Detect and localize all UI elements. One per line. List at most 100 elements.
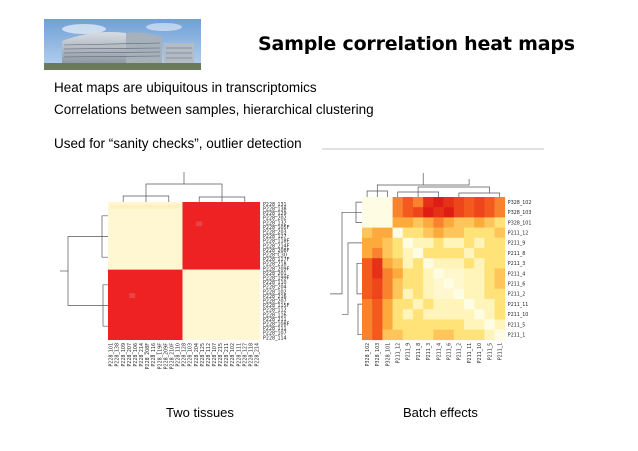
heatmap-cell — [433, 227, 444, 239]
heatmap-cell — [382, 227, 393, 239]
col-label: P228_112 — [206, 343, 212, 367]
heatmap-cell — [402, 237, 414, 249]
col-label: P211_11 — [467, 343, 473, 364]
heatmap-cell — [402, 278, 414, 290]
col-label: P228_215 — [218, 343, 224, 367]
row-label: P228_111 — [263, 326, 287, 332]
row-label: P228_204 — [263, 285, 287, 291]
heatmap-cell — [484, 237, 495, 249]
heatmap-cell — [423, 278, 434, 290]
heatmap-cell — [453, 329, 465, 341]
heatmap-cell — [494, 309, 506, 320]
row-label: P228_209F — [263, 266, 290, 272]
heatmap-cell — [433, 319, 444, 330]
heatmap-cell — [443, 197, 455, 208]
heatmap-cell — [464, 288, 475, 300]
row-label: P228_203 — [263, 230, 287, 236]
row-label: P211_2 — [508, 292, 526, 298]
row-label: P228_138 — [263, 207, 287, 213]
heatmap-cell — [494, 227, 506, 239]
heatmap-cell — [413, 268, 424, 279]
col-label: P211_9 — [406, 343, 412, 361]
heatmap-cell — [423, 319, 434, 330]
heatmap-cell — [494, 288, 506, 300]
heatmap-cell — [484, 278, 495, 290]
col-label: P211_4 — [436, 343, 442, 361]
row-label: P228_202 — [263, 216, 287, 222]
heatmap-cell — [362, 197, 373, 208]
heatmap-cell — [443, 288, 455, 300]
row-label: P228_112 — [263, 308, 287, 314]
row-label: P211_5 — [508, 322, 526, 328]
heatmap-cell — [494, 329, 506, 341]
heatmap-cell — [362, 319, 373, 330]
heatmap-cell — [413, 258, 424, 269]
heatmap-cell — [464, 278, 475, 290]
building-photo — [44, 19, 201, 70]
heatmap-cell — [474, 278, 485, 290]
heatmap-cell — [464, 268, 475, 279]
heatmap-cell — [413, 217, 424, 228]
heatmap-cell — [423, 258, 434, 269]
col-label: P211_2 — [457, 343, 463, 361]
col-label: P211_12 — [396, 343, 402, 364]
heatmap-cell — [464, 258, 475, 269]
heatmap-cell — [474, 248, 485, 259]
heatmap-cell — [362, 329, 373, 341]
row-label: P228_105F — [263, 225, 290, 231]
heatmap-cell — [494, 299, 506, 310]
heatmap-cell — [494, 197, 506, 208]
heatmap-cell — [443, 299, 455, 310]
heatmap-cell — [413, 197, 424, 208]
heatmap-cell — [402, 248, 414, 259]
heatmap-cell — [443, 329, 455, 341]
heatmap-cell — [474, 207, 485, 218]
heatmap-cell — [392, 237, 404, 249]
heatmap-cell — [362, 299, 373, 310]
col-label: P228_127 — [242, 343, 248, 367]
heatmap-cell — [443, 227, 455, 239]
heatmap-two-tissues: P228_131P228_138P228_129P228_202P228_132… — [60, 172, 290, 370]
heatmap-cell — [433, 207, 444, 218]
heatmap-cell — [382, 299, 393, 310]
variation-cell — [111, 204, 180, 209]
col-label: P228_208F — [145, 343, 151, 370]
heatmap-cell — [362, 268, 373, 279]
heatmap-cell — [443, 237, 455, 249]
heatmap-cell — [494, 248, 506, 259]
heatmap-cell — [474, 288, 485, 300]
heatmap-cell — [372, 227, 383, 239]
heatmap-cell — [402, 268, 414, 279]
heatmap-cell — [362, 207, 373, 218]
heatmap-cell — [413, 329, 424, 341]
row-label: P211_3 — [508, 261, 526, 267]
heatmap-cell — [382, 319, 393, 330]
heatmap-cell — [413, 227, 424, 239]
row-label: P328_102 — [508, 200, 532, 206]
heatmap-cell — [362, 258, 373, 269]
heatmap-cell — [494, 217, 506, 228]
heatmap-cell — [453, 197, 465, 208]
heatmap-cell — [484, 197, 495, 208]
heatmap-cell — [443, 278, 455, 290]
heatmap-cell — [453, 217, 465, 228]
heatmap-cell — [494, 258, 506, 269]
heatmap-cell — [453, 278, 465, 290]
col-label: P228_103 — [188, 343, 194, 367]
heatmap-cell — [392, 288, 404, 300]
heatmap-cell — [443, 248, 455, 259]
heatmap-batch-effects: P328_102 P328_103 P328_101 P211_12 P211_9 P21… — [322, 148, 544, 366]
heatmap-cell — [372, 309, 383, 320]
heatmap-cell — [484, 319, 495, 330]
heatmap-cell — [382, 268, 393, 279]
heatmap-cell — [402, 309, 414, 320]
heatmap-cell — [474, 237, 485, 249]
col-label: P211_8 — [416, 343, 422, 361]
heatmap-cell — [372, 299, 383, 310]
heatmap-cell — [474, 197, 485, 208]
heatmap-cell — [413, 237, 424, 249]
heatmap-cell — [484, 299, 495, 310]
heatmap-cell — [423, 217, 434, 228]
row-label: P211_12 — [508, 231, 529, 237]
heatmap-cell — [453, 319, 465, 330]
